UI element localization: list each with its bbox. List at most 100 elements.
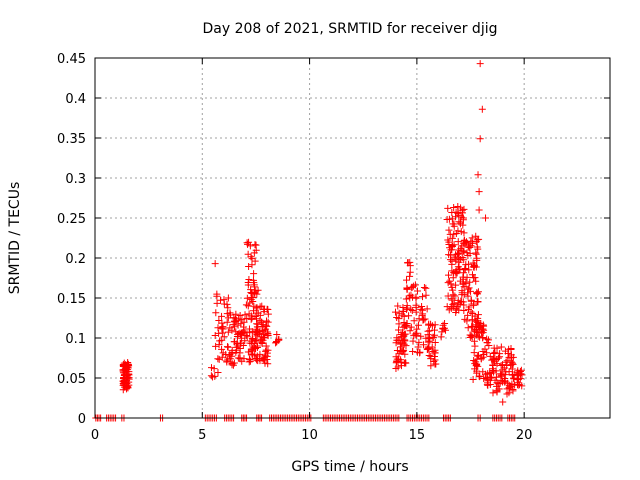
- data-point: [243, 294, 251, 302]
- data-point: [236, 354, 244, 362]
- data-point: [220, 300, 228, 308]
- data-point: [470, 349, 478, 357]
- data-point: [454, 263, 462, 271]
- data-point: [405, 292, 413, 300]
- data-point: [513, 375, 521, 383]
- data-point: [509, 387, 517, 395]
- data-point: [403, 305, 411, 313]
- data-point: [264, 318, 272, 326]
- data-point: [219, 349, 227, 357]
- x-tick-label: 15: [409, 428, 426, 443]
- data-point: [445, 251, 453, 259]
- data-point: [472, 277, 480, 285]
- data-point: [417, 332, 425, 340]
- data-point: [252, 241, 260, 249]
- data-point: [238, 329, 245, 337]
- data-point: [254, 323, 262, 331]
- data-point: [444, 236, 452, 244]
- data-point: [395, 326, 403, 334]
- data-point: [226, 355, 234, 363]
- data-point: [479, 368, 487, 376]
- data-point: [231, 315, 239, 323]
- data-point: [492, 356, 500, 364]
- data-point: [469, 322, 477, 330]
- data-point: [425, 327, 433, 335]
- data-point: [441, 319, 449, 327]
- data-point: [209, 373, 217, 381]
- data-point: [247, 295, 255, 303]
- data-point: [214, 355, 222, 363]
- data-point: [467, 308, 475, 316]
- data-point: [422, 284, 430, 292]
- data-point: [438, 328, 446, 336]
- data-point: [460, 301, 468, 309]
- data-series: [92, 60, 526, 422]
- data-point: [246, 329, 254, 337]
- data-point: [218, 329, 226, 337]
- data-point: [242, 301, 250, 309]
- data-point: [470, 357, 478, 365]
- data-point: [224, 304, 232, 312]
- data-point: [263, 305, 271, 313]
- data-point: [214, 368, 222, 376]
- data-point: [449, 220, 457, 228]
- data-point: [456, 218, 464, 226]
- y-tick-label: 0.25: [57, 212, 86, 227]
- data-point: [475, 206, 483, 214]
- y-axis-label: SRMTID / TECUs: [7, 182, 23, 295]
- data-point: [471, 312, 479, 320]
- data-point: [409, 348, 417, 356]
- data-point: [394, 363, 402, 371]
- data-point: [460, 205, 468, 213]
- data-point: [245, 355, 253, 363]
- data-point: [472, 249, 480, 257]
- data-point: [410, 317, 418, 325]
- data-point: [460, 283, 468, 291]
- data-point: [460, 291, 468, 299]
- data-point: [212, 309, 220, 317]
- data-point: [448, 209, 456, 217]
- data-point: [411, 281, 419, 289]
- data-point: [249, 294, 257, 302]
- data-point: [252, 336, 260, 344]
- data-point: [500, 364, 508, 372]
- data-point: [514, 367, 522, 375]
- data-point: [247, 286, 255, 294]
- data-point: [452, 281, 460, 289]
- data-point: [476, 135, 484, 143]
- data-point: [422, 291, 430, 299]
- data-point: [505, 389, 513, 397]
- data-point: [499, 398, 507, 406]
- data-point: [241, 337, 249, 345]
- y-tick-label: 0.35: [57, 132, 86, 147]
- data-point: [398, 339, 406, 347]
- data-point: [468, 333, 476, 341]
- data-point: [507, 354, 515, 362]
- data-point: [449, 286, 457, 294]
- data-point: [413, 287, 421, 295]
- data-point: [218, 353, 226, 361]
- data-point: [470, 327, 478, 335]
- data-point: [403, 322, 411, 330]
- data-point: [407, 323, 415, 331]
- data-point: [467, 332, 475, 340]
- data-point: [474, 171, 482, 179]
- data-point: [478, 105, 486, 113]
- data-point: [476, 373, 484, 381]
- data-point: [471, 342, 479, 350]
- data-point: [230, 338, 238, 346]
- data-point: [236, 312, 244, 320]
- data-point: [470, 337, 478, 345]
- data-point: [243, 239, 251, 247]
- data-point: [454, 250, 462, 258]
- y-tick-label: 0.45: [57, 52, 86, 67]
- data-point: [469, 301, 477, 309]
- data-point: [448, 267, 456, 275]
- x-tick-label: 0: [91, 428, 99, 443]
- data-point: [412, 293, 420, 301]
- data-point: [501, 371, 509, 379]
- data-point: [234, 321, 242, 329]
- data-point: [262, 317, 270, 325]
- data-point: [503, 390, 511, 398]
- data-point: [213, 299, 221, 307]
